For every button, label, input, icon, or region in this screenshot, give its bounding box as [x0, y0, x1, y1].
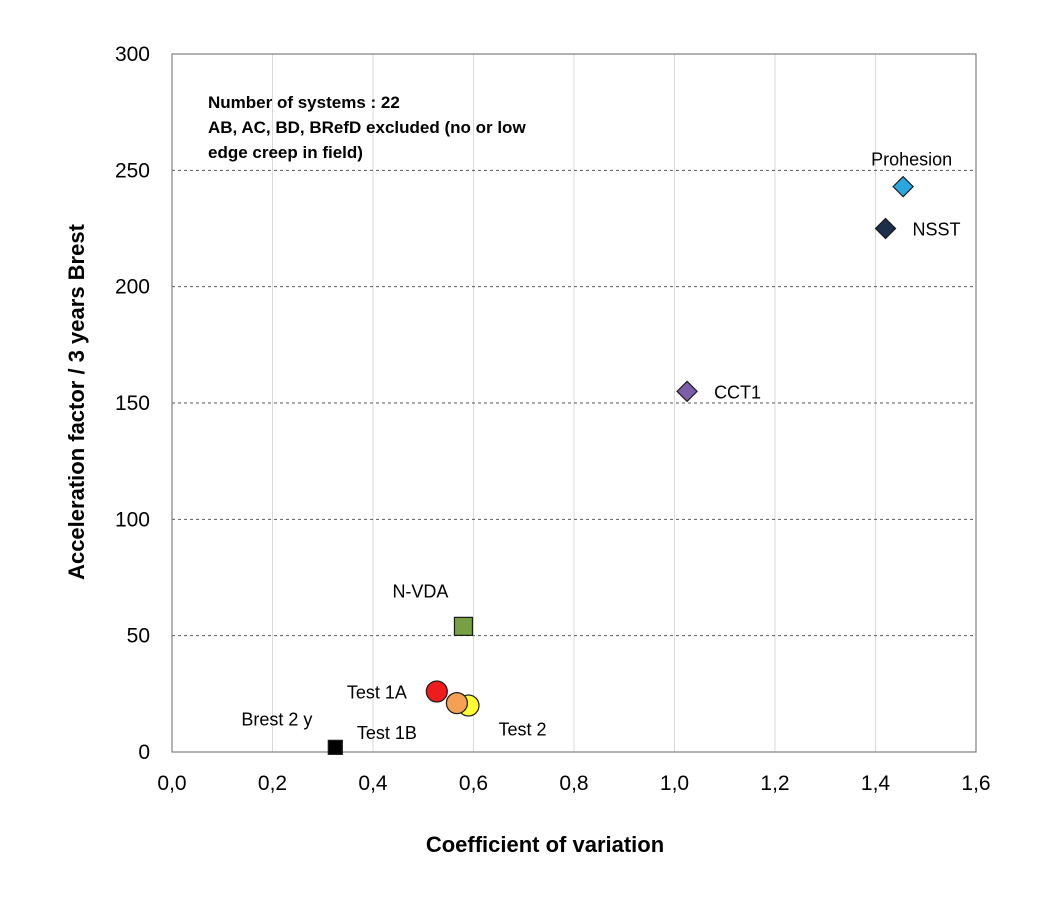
x-tick-label: 0,4 — [358, 772, 388, 795]
point-label-n-vda: N-VDA — [392, 581, 448, 601]
point-label-test-1b: Test 1B — [357, 723, 417, 743]
x-tick-label: 1,2 — [760, 772, 789, 795]
point-label-nsst: NSST — [913, 220, 961, 240]
grid-lines — [172, 54, 976, 752]
x-tick-label: 0,8 — [559, 772, 588, 795]
x-tick-label: 1,0 — [660, 772, 689, 795]
x-tick-label: 0,0 — [157, 772, 186, 795]
y-tick-label: 50 — [127, 625, 150, 648]
y-axis-title: Acceleration factor / 3 years Brest — [64, 223, 89, 580]
data-point-n-vda — [453, 616, 474, 636]
point-label-prohesion: Prohesion — [871, 150, 952, 170]
data-point-nsst — [874, 217, 897, 240]
data-points — [327, 175, 914, 755]
point-labels: Brest 2 y N-VDA CCT1 NSST Prohesion Test 2 Tes… — [241, 150, 960, 744]
y-tick-label: 250 — [115, 159, 150, 182]
y-tick-label: 150 — [115, 392, 150, 415]
point-label-cct1: CCT1 — [714, 382, 761, 402]
point-label-test-2: Test 2 — [498, 719, 546, 739]
data-point-cct1 — [676, 380, 698, 403]
annotation-line-2: AB, AC, BD, BRefD excluded (no or low — [208, 118, 526, 137]
plot-area-frame — [171, 53, 977, 753]
x-tick-label: 1,4 — [861, 772, 891, 795]
x-tick-label: 1,6 — [961, 772, 990, 795]
annotation-line-3: edge creep in field) — [208, 143, 363, 162]
x-axis-title: Coefficient of variation — [426, 832, 664, 857]
point-label-brest-2-y: Brest 2 y — [241, 709, 312, 729]
y-axis: 0 50 100 150 200 250 300 — [115, 43, 150, 764]
data-point-test-1a — [425, 680, 448, 703]
point-label-test-1a: Test 1A — [347, 683, 407, 703]
annotation-line-1: Number of systems : 22 — [208, 93, 400, 112]
y-tick-label: 200 — [115, 276, 150, 299]
x-tick-label: 0,2 — [258, 772, 287, 795]
x-axis: 0,0 0,2 0,4 0,6 0,8 1,0 1,2 1,4 1,6 — [157, 772, 990, 795]
data-point-brest-2-y — [327, 739, 343, 755]
data-point-prohesion — [892, 175, 914, 198]
x-tick-label: 0,6 — [459, 772, 488, 795]
annotation-note: Number of systems : 22 AB, AC, BD, BRefD… — [208, 93, 526, 162]
y-tick-label: 300 — [115, 43, 150, 66]
y-tick-label: 0 — [138, 741, 150, 764]
y-tick-label: 100 — [115, 508, 150, 531]
data-point-test-1b — [445, 692, 469, 715]
